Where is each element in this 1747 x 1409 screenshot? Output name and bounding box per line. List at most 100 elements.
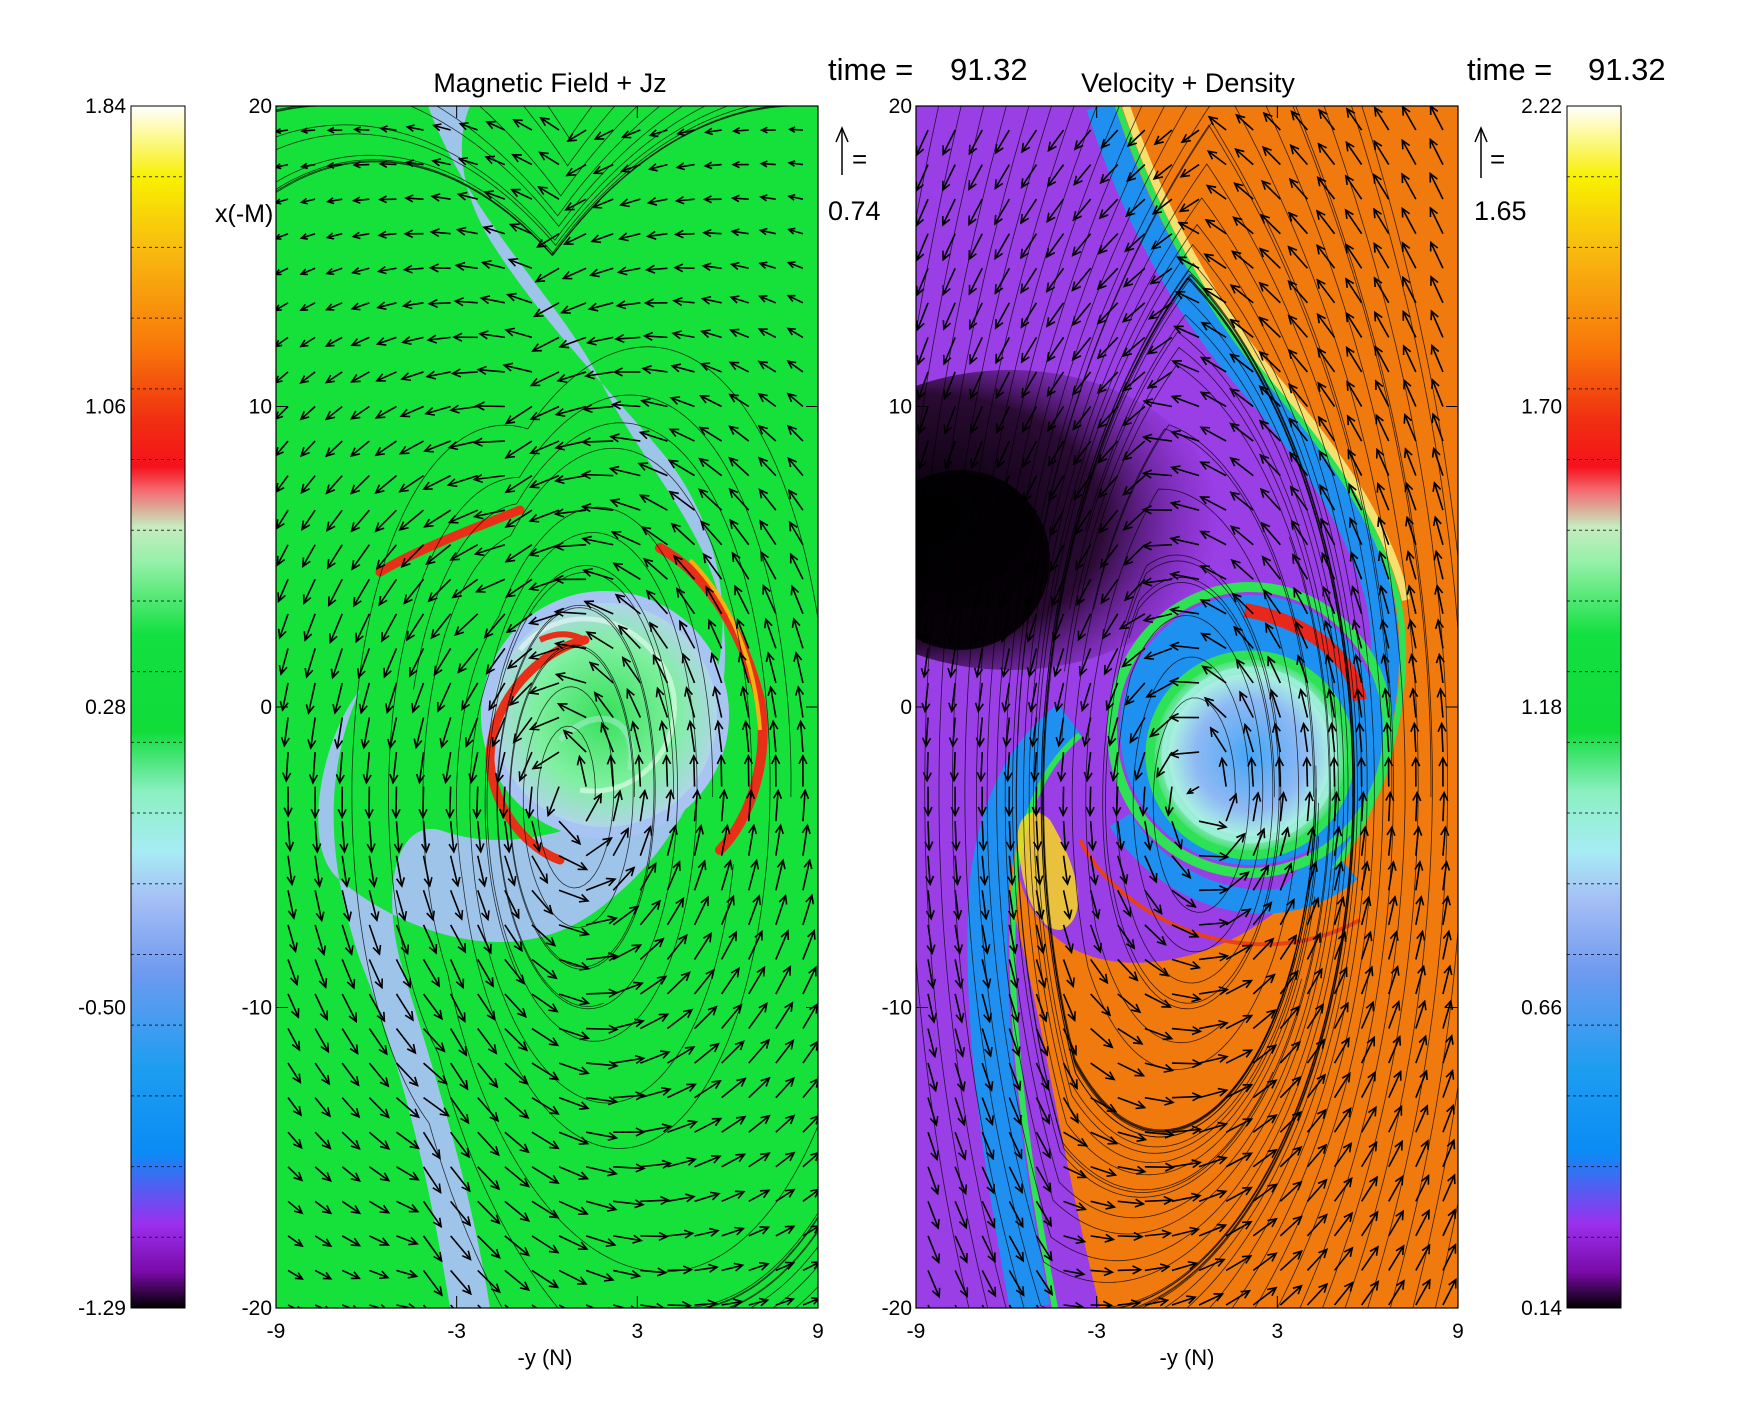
velocity-arrow-head	[620, 164, 631, 173]
velocity-arrow-head	[1043, 1285, 1054, 1296]
velocity-arrow-head	[968, 250, 977, 261]
velocity-arrow-head	[1163, 1195, 1174, 1206]
velocity-arrow-head	[452, 332, 463, 342]
streamline	[772, 1265, 818, 1308]
velocity-arrow	[477, 1235, 501, 1259]
velocity-arrow-head	[1218, 756, 1228, 768]
velocity-arrow	[1046, 267, 1065, 292]
velocity-arrow	[1261, 180, 1281, 200]
velocity-arrow	[585, 1269, 614, 1281]
velocity-arrow-head	[325, 197, 335, 205]
velocity-arrow	[640, 1199, 669, 1203]
velocity-arrow-head	[607, 1096, 619, 1106]
velocity-arrow-head	[648, 129, 659, 138]
streamline	[388, 1307, 390, 1308]
velocity-arrow-head	[407, 1269, 419, 1279]
velocity-arrow-head	[1042, 1182, 1052, 1194]
velocity-arrow	[613, 1020, 644, 1030]
velocity-arrow	[1430, 242, 1444, 269]
velocity-arrow-head	[1373, 276, 1383, 288]
velocity-arrow-head	[946, 633, 956, 644]
velocity-arrow	[531, 821, 541, 852]
velocity-arrow-head	[997, 492, 1006, 504]
streamline	[1028, 197, 1375, 1308]
velocity-arrow	[1225, 1014, 1253, 1030]
velocity-arrow	[276, 232, 289, 240]
velocity-arrow-head	[658, 1231, 669, 1242]
velocity-arrow-head	[505, 588, 516, 598]
velocity-arrow-head	[1199, 426, 1211, 436]
velocity-arrow-head	[378, 195, 387, 204]
velocity-arrow-head	[284, 841, 295, 853]
velocity-arrow	[775, 1114, 795, 1133]
velocity-arrow	[802, 1004, 818, 1029]
velocity-arrow	[1179, 198, 1200, 213]
velocity-arrow	[927, 1131, 938, 1160]
velocity-arrow-head	[1105, 700, 1115, 712]
velocity-arrow	[375, 509, 398, 532]
velocity-arrow	[444, 751, 452, 783]
velocity-arrow-head	[1122, 906, 1132, 918]
velocity-arrow-head	[1138, 806, 1149, 818]
velocity-arrow-head	[472, 473, 484, 484]
velocity-arrow	[733, 129, 749, 132]
arrow-scale-right-value: 1.65	[1474, 196, 1527, 226]
velocity-arrow-head	[668, 428, 680, 437]
velocity-arrow	[532, 751, 560, 770]
velocity-arrow	[404, 267, 424, 271]
velocity-arrow-head	[1389, 930, 1399, 941]
velocity-arrow	[1076, 578, 1092, 605]
velocity-arrow	[711, 653, 723, 684]
velocity-arrow	[1235, 659, 1254, 684]
velocity-arrow	[485, 156, 506, 166]
velocity-arrow-head	[1191, 1159, 1203, 1169]
velocity-arrow	[981, 1304, 985, 1308]
velocity-arrow	[721, 1077, 746, 1099]
velocity-arrow-head	[1015, 1286, 1025, 1297]
velocity-arrow-head	[519, 1143, 530, 1154]
velocity-arrow-head	[799, 788, 810, 800]
velocity-arrow-head	[1070, 1113, 1079, 1124]
velocity-arrow	[1171, 924, 1199, 938]
velocity-arrow-head	[916, 251, 925, 262]
velocity-arrow	[353, 578, 371, 607]
velocity-arrow	[314, 1097, 331, 1117]
velocity-arrow-head	[972, 597, 982, 609]
velocity-arrow-head	[317, 945, 327, 957]
velocity-arrow	[1200, 530, 1227, 546]
velocity-arrow-head	[1267, 1217, 1278, 1228]
velocity-arrow	[613, 1269, 640, 1277]
velocity-arrow-head	[588, 661, 600, 672]
velocity-arrow	[476, 821, 482, 852]
velocity-arrow-head	[487, 1044, 498, 1055]
velocity-arrow	[1008, 855, 1014, 885]
velocity-arrow	[540, 117, 560, 131]
velocity-arrow	[1230, 491, 1254, 511]
velocity-arrow	[585, 1304, 596, 1308]
velocity-arrow-head	[494, 773, 504, 784]
velocity-arrow	[1170, 573, 1200, 581]
velocity-arrow	[1074, 509, 1092, 535]
velocity-arrow	[1089, 890, 1099, 919]
velocity-arrow-head	[732, 1003, 743, 1014]
velocity-arrow-head	[973, 667, 984, 679]
velocity-arrow-head	[1391, 1000, 1401, 1011]
velocity-arrow-head	[759, 1261, 770, 1271]
velocity-arrow	[558, 1304, 567, 1308]
velocity-arrow	[953, 752, 956, 781]
velocity-arrow-head	[1169, 500, 1181, 510]
velocity-arrow	[1431, 379, 1444, 407]
velocity-arrow	[1431, 345, 1444, 373]
velocity-arrow	[276, 544, 289, 566]
velocity-arrow-head	[1447, 1208, 1456, 1219]
velocity-arrow-head	[423, 443, 434, 453]
velocity-arrow	[920, 544, 929, 573]
velocity-arrow	[610, 435, 641, 442]
velocity-arrow-head	[324, 410, 336, 421]
velocity-arrow	[558, 958, 589, 970]
velocity-arrow	[694, 1302, 717, 1306]
velocity-arrow-head	[1069, 1079, 1078, 1090]
velocity-arrow	[1348, 484, 1363, 511]
velocity-arrow	[739, 653, 750, 684]
velocity-arrow-head	[398, 521, 409, 532]
